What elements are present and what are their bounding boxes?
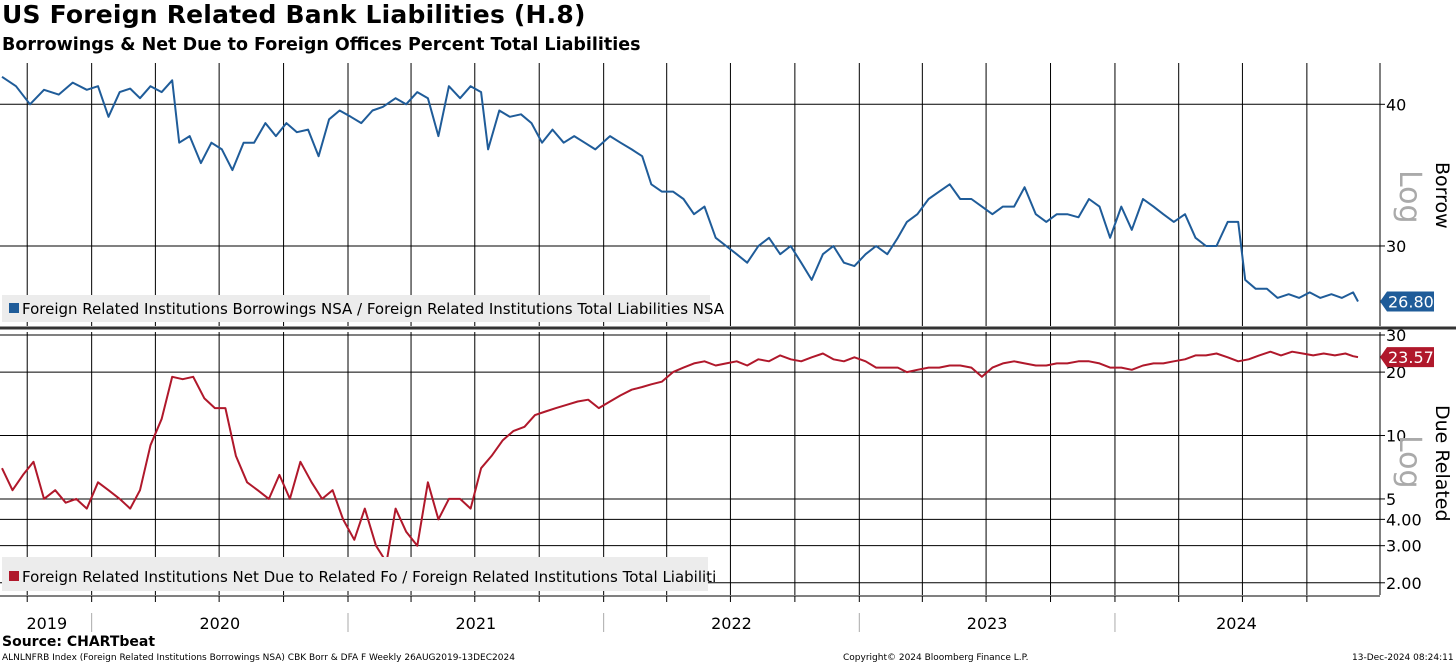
due-line	[1, 350, 1359, 564]
legend-due-swatch	[9, 571, 19, 581]
y-tick-label: 5	[1386, 490, 1396, 509]
source-note: Source: CHARTbeat	[2, 634, 156, 650]
x-tick-label: 2024	[1216, 614, 1257, 633]
grid-lines	[0, 63, 1456, 595]
x-tick-label: 2019	[26, 614, 67, 633]
x-axis: 2019 2020 2021 2022 2023 2024	[0, 595, 1380, 633]
y-tick-label: 2.00	[1386, 574, 1422, 593]
y-tick-label: 30	[1386, 237, 1406, 256]
y-tick-label: 3.00	[1386, 537, 1422, 556]
due-series	[1, 350, 1359, 564]
timestamp: 13-Dec-2024 08:24:11	[1352, 653, 1454, 663]
borrow-series	[1, 75, 1359, 302]
chart-title: US Foreign Related Bank Liabilities (H.8…	[2, 0, 586, 29]
copyright-note: Copyright© 2024 Bloomberg Finance L.P.	[843, 653, 1029, 663]
x-tick-label: 2020	[199, 614, 240, 633]
legend-borrow-label: Foreign Related Institutions Borrowings …	[22, 300, 725, 318]
last-value-borrow-box	[1380, 291, 1434, 312]
ticker-line: ALNLNFRB Index (Foreign Related Institut…	[2, 653, 515, 663]
x-tick-label: 2023	[967, 614, 1008, 633]
legend-due-bg	[2, 557, 708, 591]
scale-label: Log	[1392, 170, 1427, 224]
last-value-borrow: 26.80	[1388, 293, 1434, 312]
y-tick-label: 20	[1386, 363, 1406, 382]
y-axis-title: Borrow	[1431, 162, 1453, 229]
last-value-due-box	[1380, 347, 1434, 368]
y-tick-label: 30	[1386, 326, 1406, 345]
legends: Foreign Related Institutions Borrowings …	[2, 295, 725, 591]
legend-borrow-bg	[2, 295, 710, 322]
y-tick-label: 40	[1386, 95, 1406, 114]
x-tick-label: 2021	[455, 614, 496, 633]
y-tick-label: 10	[1386, 427, 1406, 446]
x-tick-label: 2022	[711, 614, 752, 633]
y-axis-title: Due Related	[1431, 405, 1453, 522]
chart-subtitle: Borrowings & Net Due to Foreign Offices …	[2, 35, 641, 55]
y-tick-label: 4.00	[1386, 510, 1422, 529]
scale-label: Log	[1392, 435, 1427, 489]
last-value-due: 23.57	[1388, 348, 1434, 367]
legend-borrow-swatch	[9, 303, 19, 313]
borrow-line	[1, 75, 1359, 302]
legend-due-label: Foreign Related Institutions Net Due to …	[22, 568, 716, 586]
